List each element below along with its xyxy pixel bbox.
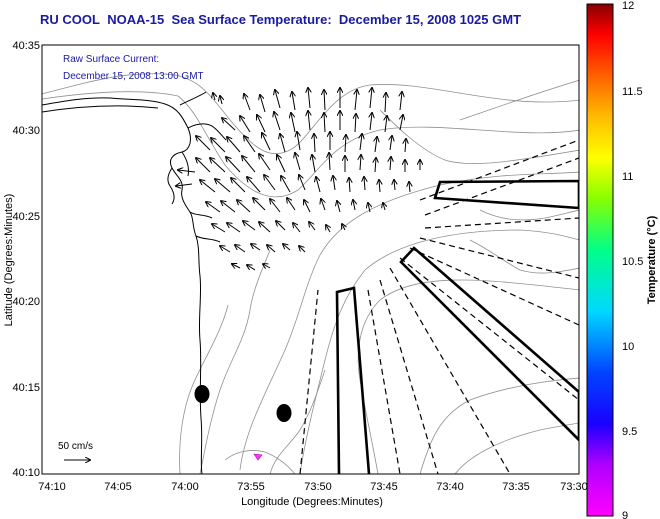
current-vectors [176, 88, 420, 271]
map-title: RU COOL NOAA-15 Sea Surface Temperature:… [40, 12, 585, 32]
title-datetime: December 15, 2008 1025 GMT [338, 12, 522, 27]
sst-patch [253, 453, 263, 461]
survey-polygons [335, 179, 579, 474]
colorbar-tick-label: 10.5 [622, 256, 643, 268]
x-tick-label: 73:40 [436, 481, 464, 493]
title-product: Sea Surface Temperature: [171, 12, 332, 27]
radar-baselines [299, 139, 579, 474]
y-tick-label: 40:25 [12, 211, 40, 223]
colorbar-tick-label: 11 [622, 171, 633, 183]
x-tick-label: 74:00 [171, 481, 199, 493]
y-tick-label: 40:20 [12, 296, 40, 308]
y-tick-label: 40:35 [12, 40, 40, 52]
station-marker-2 [276, 404, 292, 422]
colorbar-tick-label: 11.5 [622, 86, 643, 98]
colorbar-tick-label: 9 [622, 510, 628, 519]
colorbar-tick-label: 12 [622, 0, 634, 12]
colorbar-tick-label: 9.5 [622, 426, 637, 438]
plot-frame [41, 44, 580, 475]
x-tick-label: 73:30 [560, 481, 588, 493]
x-tick-label: 73:55 [237, 481, 265, 493]
overlay-line2: December 15, 2008 13:00 GMT [63, 71, 204, 82]
overlay-line1: Raw Surface Current: [63, 54, 159, 65]
x-tick-labels: 74:10 74:05 74:00 73:55 73:50 73:45 73:4… [38, 481, 588, 493]
plot-area [42, 45, 579, 474]
x-tick-label: 73:50 [304, 481, 332, 493]
map-content [42, 73, 579, 474]
title-program: RU COOL [40, 12, 100, 27]
coastline [42, 91, 227, 474]
scale-label: 50 cm/s [58, 441, 93, 452]
x-axis-label: Longitude (Degrees:Minutes) [241, 496, 383, 508]
colorbar-label: Temperature (°C) [646, 215, 658, 304]
colorbar [586, 3, 614, 517]
y-tick-labels: 40:35 40:30 40:25 40:20 40:15 40:10 [12, 40, 40, 479]
colorbar-tick-label: 10 [622, 341, 634, 353]
colorbar-ticks: 12 11.5 11 10.5 10 9.5 9 [622, 0, 643, 519]
y-tick-label: 40:10 [12, 467, 40, 479]
station-marker-1 [194, 385, 210, 403]
x-tick-label: 73:35 [502, 481, 530, 493]
y-axis-label: Latitude (Degrees:Minutes) [3, 194, 15, 327]
x-tick-label: 74:10 [38, 481, 66, 493]
y-tick-label: 40:15 [12, 382, 40, 394]
y-tick-label: 40:30 [12, 125, 40, 137]
x-tick-label: 74:05 [104, 481, 132, 493]
x-tick-label: 73:45 [370, 481, 398, 493]
title-satellite: NOAA-15 [107, 12, 165, 27]
